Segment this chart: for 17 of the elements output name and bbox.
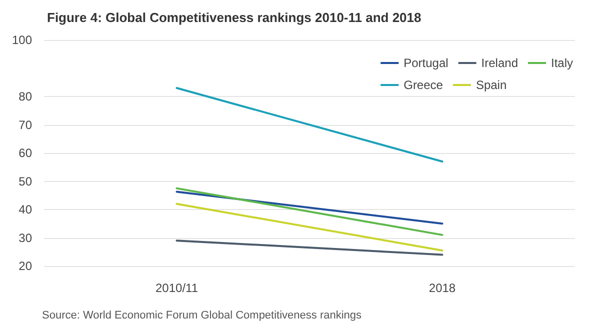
legend-label: Portugal xyxy=(404,56,448,70)
legend-label: Ireland xyxy=(481,56,518,70)
x-tick-label: 2010/11 xyxy=(156,281,198,295)
y-tick-label: 50 xyxy=(18,174,32,188)
y-tick-label: 80 xyxy=(18,90,32,104)
legend-label: Greece xyxy=(404,78,444,92)
y-tick-label: 70 xyxy=(18,118,32,132)
y-tick-label: 40 xyxy=(18,202,32,216)
x-tick-label: 2018 xyxy=(428,281,456,295)
legend-label: Italy xyxy=(550,56,574,70)
source-note: Source: World Economic Forum Global Competitiveness rankings xyxy=(42,310,362,322)
y-tick-label: 100 xyxy=(12,33,32,47)
y-tick-label: 30 xyxy=(18,230,32,245)
y-tick-label: 20 xyxy=(18,259,32,273)
y-tick-label: 60 xyxy=(18,146,32,160)
legend-label: Spain xyxy=(476,78,507,92)
chart-title: Figure 4: Global Competitiveness rankings 2010-11 and 2018 xyxy=(47,10,422,25)
